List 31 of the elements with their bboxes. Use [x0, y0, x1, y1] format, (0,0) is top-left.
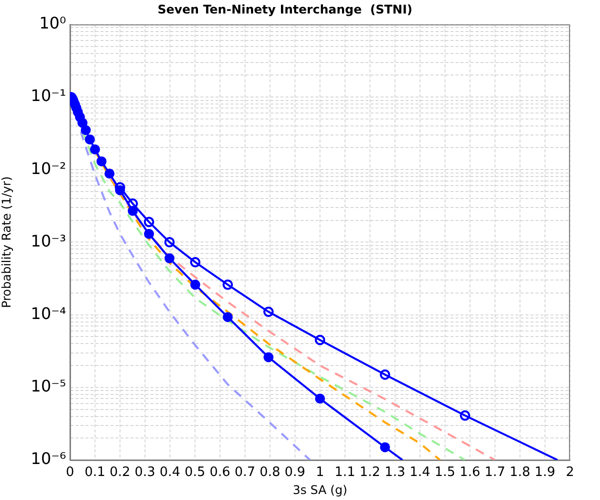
x-tick-label: 2 [566, 465, 574, 480]
x-tick-label: 1.2 [360, 465, 380, 480]
x-axis-title: 3s SA (g) [292, 482, 348, 497]
y-tick-label: 10⁻⁴ [30, 304, 66, 323]
x-tick-label: 0.6 [210, 465, 230, 480]
x-tick-label: 0.1 [84, 465, 106, 480]
x-tick-label: 0.8 [260, 465, 280, 480]
y-tick-label: 10⁻³ [30, 231, 66, 250]
x-tick-label: 1.9 [534, 465, 556, 480]
y-tick-label: 10⁻⁶ [30, 449, 66, 468]
y-axis-title: Probability Rate (1/yr) [0, 176, 14, 308]
x-tick-label: 1.7 [484, 465, 506, 480]
x-tick-label: 1.3 [384, 465, 406, 480]
y-tick-label: 10⁰ [39, 14, 66, 33]
x-tick-label: 0.7 [234, 465, 256, 480]
x-tick-label: 1.5 [434, 465, 456, 480]
x-tick-label: 0.4 [160, 465, 180, 480]
x-tick-label: 0.5 [184, 465, 206, 480]
chart-title: Seven Ten-Ninety Interchange (STNI) [158, 2, 412, 16]
x-tick-label: 1.8 [510, 465, 530, 480]
x-tick-label: 1.1 [334, 465, 356, 480]
y-tick-label: 10⁻⁵ [30, 376, 66, 396]
x-tick-label: 0.9 [284, 465, 306, 480]
x-tick-label: 0.2 [110, 465, 130, 480]
x-tick-label: 0.3 [134, 465, 156, 480]
y-tick-label: 10⁻² [30, 158, 66, 178]
y-tick-label: 10⁻¹ [30, 86, 66, 106]
x-tick-label: 1.6 [460, 465, 480, 480]
x-tick-label: 0 [66, 465, 74, 480]
x-tick-label: 1 [316, 465, 324, 480]
x-tick-label: 1.4 [410, 465, 430, 480]
